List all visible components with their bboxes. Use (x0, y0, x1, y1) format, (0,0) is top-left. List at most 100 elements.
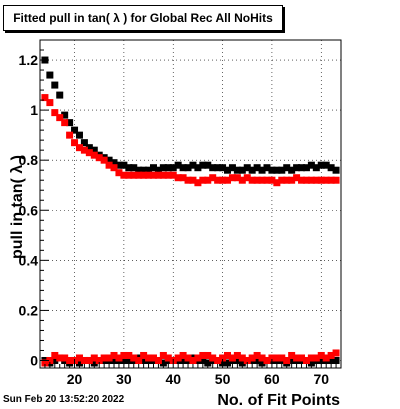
data-point-series-4 (307, 354, 315, 362)
data-point-series-4 (130, 354, 138, 362)
data-point-series-1 (278, 166, 286, 174)
data-point-series-4 (184, 354, 192, 362)
data-point-series-1 (258, 166, 266, 174)
data-point-series-3 (327, 356, 335, 364)
data-point-series-2 (71, 139, 79, 147)
data-point-series-4 (46, 356, 54, 364)
y-tick-label: 0 (30, 352, 38, 368)
data-point-series-4 (248, 354, 256, 362)
data-point-series-2 (66, 131, 74, 139)
data-point-series-3 (51, 356, 59, 364)
chart-title: Fitted pull in tan( λ ) for Global Rec A… (13, 11, 273, 25)
data-point-series-4 (199, 351, 207, 359)
data-point-series-4 (75, 354, 83, 362)
y-tick-label: 1 (30, 102, 38, 118)
data-point-series-4 (238, 354, 246, 362)
data-point-series-3 (125, 356, 133, 364)
data-point-series-2 (189, 176, 197, 184)
data-point-series-4 (204, 351, 212, 359)
data-point-series-1 (105, 156, 113, 164)
data-point-series-1 (51, 81, 59, 89)
data-point-series-1 (209, 164, 217, 172)
data-point-series-4 (219, 354, 227, 362)
data-point-series-1 (56, 91, 64, 99)
data-point-series-3 (233, 356, 241, 364)
data-point-series-2 (243, 174, 251, 182)
data-point-series-1 (268, 166, 276, 174)
data-point-series-4 (41, 359, 49, 367)
data-point-series-1 (307, 161, 315, 169)
data-point-series-2 (288, 176, 296, 184)
timestamp: Sun Feb 20 13:52:20 2022 (3, 394, 125, 405)
data-point-series-1 (154, 166, 162, 174)
data-point-series-2 (115, 169, 123, 177)
data-point-series-1 (248, 166, 256, 174)
data-point-series-4 (85, 356, 93, 364)
data-point-series-1 (228, 164, 236, 172)
y-tick-label: 0.4 (19, 252, 39, 268)
data-point-series-3 (204, 359, 212, 367)
data-point-series-2 (85, 149, 93, 157)
data-point-series-4 (224, 351, 232, 359)
data-point-series-3 (140, 356, 148, 364)
data-point-series-1 (159, 164, 167, 172)
data-point-series-2 (293, 174, 301, 182)
data-point-series-2 (302, 176, 310, 184)
data-point-series-2 (140, 171, 148, 179)
data-point-series-2 (273, 179, 281, 187)
data-point-series-4 (120, 351, 128, 359)
data-point-series-1 (189, 161, 197, 169)
data-point-series-1 (149, 164, 157, 172)
data-point-series-1 (233, 166, 241, 174)
data-point-series-4 (233, 351, 241, 359)
data-point-series-3 (307, 359, 315, 367)
data-point-series-1 (219, 164, 227, 172)
data-point-series-1 (327, 164, 335, 172)
data-point-series-3 (224, 359, 232, 367)
data-point-series-1 (115, 161, 123, 169)
data-point-series-2 (283, 176, 291, 184)
data-point-series-1 (243, 164, 251, 172)
data-point-series-4 (194, 354, 202, 362)
data-point-series-4 (243, 356, 251, 364)
y-tick-label: 0.6 (19, 202, 39, 218)
data-point-series-2 (174, 174, 182, 182)
data-point-series-2 (322, 176, 330, 184)
data-point-series-1 (298, 164, 306, 172)
data-point-series-1 (71, 126, 79, 134)
data-point-series-1 (332, 166, 340, 174)
data-point-series-4 (283, 356, 291, 364)
data-point-series-1 (204, 161, 212, 169)
data-point-series-3 (90, 359, 98, 367)
data-point-series-3 (288, 356, 296, 364)
data-point-series-1 (317, 161, 325, 169)
data-point-series-2 (61, 119, 69, 127)
x-tick-label: 40 (165, 371, 181, 387)
data-point-series-1 (145, 166, 153, 174)
data-point-series-1 (135, 166, 143, 174)
data-point-series-4 (189, 356, 197, 364)
data-point-series-2 (145, 171, 153, 179)
data-point-series-4 (322, 354, 330, 362)
data-point-series-1 (164, 164, 172, 172)
data-point-series-4 (312, 354, 320, 362)
data-point-series-2 (41, 94, 49, 102)
tick-labels: 20 30 40 50 60 70 0 0.2 0.4 0.6 0.8 1 1.2 (19, 52, 330, 387)
data-point-series-1 (302, 164, 310, 172)
data-point-series-2 (179, 174, 187, 182)
data-point-series-2 (75, 144, 83, 152)
data-point-series-4 (174, 354, 182, 362)
data-point-series-2 (105, 161, 113, 169)
y-tick-label: 1.2 (19, 52, 39, 68)
data-point-series-2 (298, 176, 306, 184)
data-point-series-4 (159, 351, 167, 359)
data-point-series-2 (263, 176, 271, 184)
data-point-series-1 (140, 166, 148, 174)
data-point-series-4 (228, 354, 236, 362)
data-point-series-4 (273, 354, 281, 362)
data-point-series-4 (278, 354, 286, 362)
data-point-series-1 (66, 119, 74, 127)
data-point-series-1 (169, 164, 177, 172)
data-point-series-4 (56, 354, 64, 362)
x-tick-label: 70 (313, 371, 329, 387)
